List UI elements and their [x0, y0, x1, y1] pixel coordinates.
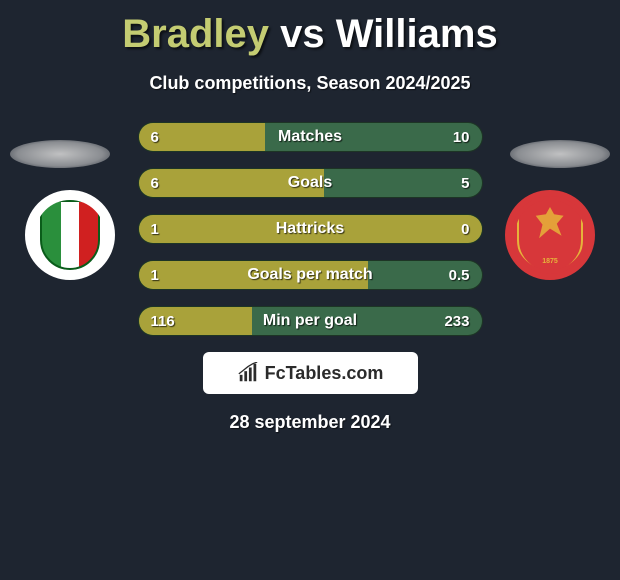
vs-text: vs	[280, 12, 325, 56]
stat-label: Goals per match	[139, 261, 482, 289]
stat-label: Hattricks	[139, 215, 482, 243]
subtitle: Club competitions, Season 2024/2025	[0, 73, 620, 94]
main-area: The New Saints 1875 6Matches10 6Goals5 1Ha…	[0, 122, 620, 433]
newtown-year: 1875	[519, 258, 581, 265]
badge-inner: The New Saints	[35, 200, 105, 270]
fctables-text: FcTables.com	[265, 363, 384, 384]
stat-right-value: 0.5	[449, 261, 470, 289]
stat-bar: 6Matches10	[138, 122, 483, 152]
player2-name: Williams	[336, 12, 498, 56]
stat-label: Min per goal	[139, 307, 482, 335]
stat-right-value: 0	[461, 215, 469, 243]
stat-right-value: 5	[461, 169, 469, 197]
stat-bar: 1Hattricks0	[138, 214, 483, 244]
badge-inner: 1875	[515, 200, 585, 270]
comparison-title: Bradley vs Williams	[0, 0, 620, 57]
player2-photo-placeholder	[510, 140, 610, 168]
tns-shield: The New Saints	[40, 200, 100, 270]
club-badge-right: 1875	[505, 190, 595, 280]
stat-label: Matches	[139, 123, 482, 151]
stat-right-value: 233	[444, 307, 469, 335]
stat-bar: 6Goals5	[138, 168, 483, 198]
stat-right-value: 10	[453, 123, 470, 151]
stat-bar: 1Goals per match0.5	[138, 260, 483, 290]
stat-bars: 6Matches10 6Goals5 1Hattricks0 1Goals per m…	[138, 122, 483, 336]
chart-icon	[237, 362, 259, 384]
player1-name: Bradley	[122, 12, 269, 56]
newtown-shield: 1875	[517, 200, 583, 270]
club-badge-left: The New Saints	[25, 190, 115, 280]
fctables-logo[interactable]: FcTables.com	[203, 352, 418, 394]
stat-label: Goals	[139, 169, 482, 197]
stat-bar: 116Min per goal233	[138, 306, 483, 336]
date-text: 28 september 2024	[0, 412, 620, 433]
player1-photo-placeholder	[10, 140, 110, 168]
